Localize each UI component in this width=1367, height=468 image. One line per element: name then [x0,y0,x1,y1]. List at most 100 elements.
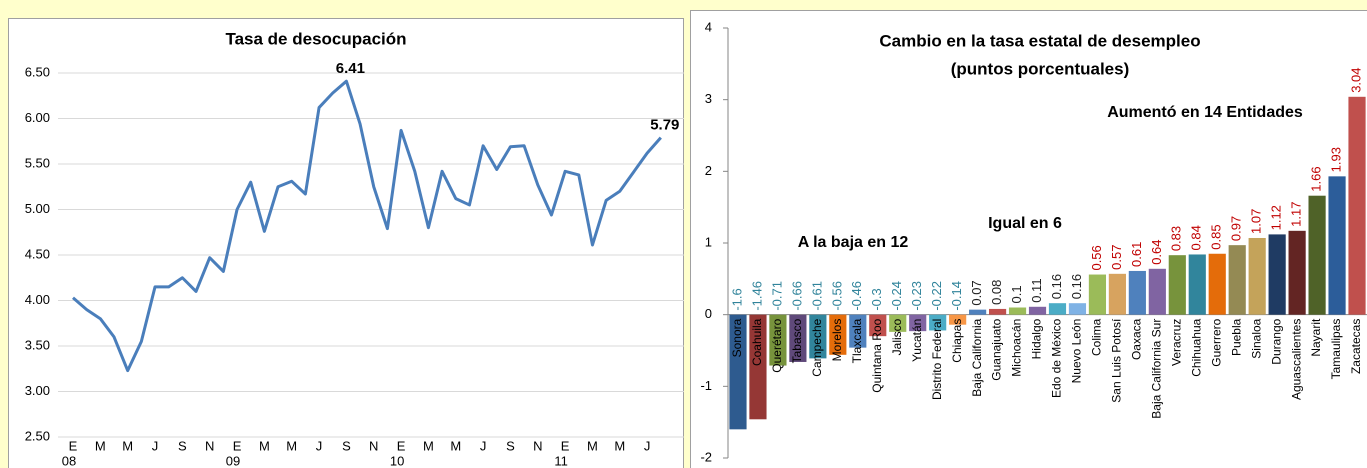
x-tick-label: N [369,438,378,453]
bar [988,308,1007,315]
data-label: 0.16 [1069,274,1084,299]
bar [969,309,987,315]
data-label: 0.11 [1029,278,1044,302]
bar [1108,273,1126,315]
bar [1048,303,1067,315]
bar [1028,306,1047,315]
data-label: 1.66 [1309,166,1324,191]
bar [949,314,967,325]
bar [1328,176,1346,315]
bar [789,314,807,362]
x-tick-label: Tlaxcala [850,318,864,363]
x-tick-label: M [259,438,270,453]
y-tick-label: -2 [700,449,712,464]
x-tick-label: San Luis Potosí [1110,318,1124,403]
x-group-label: 09 [226,453,240,468]
data-label: 0.97 [1229,216,1244,241]
bar [749,314,767,420]
x-tick-label: Coahuila [750,318,764,366]
bar [1208,253,1226,315]
annotation: Igual en 6 [988,215,1062,232]
bar [1008,307,1027,315]
data-label: 0.16 [1049,274,1064,299]
data-label: -0.66 [789,281,804,311]
x-tick-label: Nayarit [1309,318,1323,357]
bar [849,314,867,348]
x-tick-label: Zacatecas [1349,319,1363,374]
y-tick-label: 5.50 [25,155,50,170]
x-tick-label: Chiapas [950,319,964,363]
data-label: 1.17 [1289,202,1304,227]
data-label: -0.24 [889,281,904,311]
x-tick-label: S [342,438,351,453]
data-label: 6.41 [336,60,365,77]
x-tick-label: N [533,438,542,453]
x-tick-label: S [506,438,515,453]
data-label: 5.79 [650,117,679,134]
x-tick-label: E [397,438,406,453]
data-label: -0.3 [869,288,884,310]
bar [1088,274,1107,315]
data-label: 1.07 [1249,209,1264,234]
chart-title: Cambio en la tasa estatal de desempleo [879,31,1200,50]
left-panel [8,18,684,468]
y-tick-label: 4 [705,19,712,34]
x-tick-label: J [152,438,159,453]
x-tick-label: M [286,438,297,453]
x-tick-label: M [450,438,461,453]
x-tick-label: Edo de México [1050,318,1064,398]
data-label: -0.14 [949,281,964,311]
data-label: -0.22 [929,281,944,311]
data-label: 1.12 [1269,205,1284,230]
data-label: 0.08 [989,280,1004,305]
x-tick-label: S [178,438,187,453]
x-tick-label: N [205,438,214,453]
bar [1348,96,1366,315]
x-tick-label: M [587,438,598,453]
x-tick-label: Puebla [1229,318,1243,356]
y-tick-label: 4.00 [25,292,50,307]
x-tick-label: Nuevo León [1070,319,1084,384]
bar [809,314,827,359]
x-tick-label: Sinaloa [1249,318,1263,358]
x-tick-label: E [69,438,78,453]
x-tick-label: Distrito Federal [930,319,944,400]
y-tick-label: 4.50 [25,246,50,261]
y-tick-label: 2.50 [25,428,50,443]
x-group-label: 08 [62,453,76,468]
x-tick-label: Colima [1090,318,1104,356]
x-tick-label: M [122,438,133,453]
data-label: 0.85 [1209,224,1224,249]
data-label: 0.83 [1169,226,1184,251]
x-tick-label: Baja California Sur [1150,319,1164,419]
bar [1288,230,1306,315]
data-label: 0.64 [1149,239,1164,264]
bar [889,314,907,332]
bar [1268,234,1286,315]
x-tick-label: E [561,438,570,453]
x-tick-label: Guanajuato [990,318,1004,380]
y-tick-label: 3.50 [25,337,50,352]
data-label: 1.93 [1328,147,1343,172]
bar [1128,270,1146,315]
chart-subtitle: (puntos porcentuales) [951,59,1130,78]
x-tick-label: M [423,438,434,453]
data-label: -0.56 [829,281,844,311]
x-tick-label: Oaxaca [1130,318,1144,360]
annotation: Aumentó en 14 Entidades [1107,104,1303,121]
data-label: 3.04 [1348,67,1363,92]
y-tick-label: 2 [705,163,712,178]
x-tick-label: Morelos [830,319,844,362]
x-tick-label: J [480,438,487,453]
y-tick-label: 3 [705,91,712,106]
bar [1068,303,1087,315]
y-tick-label: -1 [700,378,712,393]
line-series [72,79,662,373]
data-label: -1.6 [729,288,744,310]
x-tick-label: Baja California [970,318,984,396]
data-label: 0.07 [969,280,984,305]
x-group-label: 10 [390,453,404,468]
x-tick-label: Tamaulipas [1329,319,1343,380]
x-tick-label: Chihuahua [1189,318,1203,376]
x-tick-label: M [614,438,625,453]
